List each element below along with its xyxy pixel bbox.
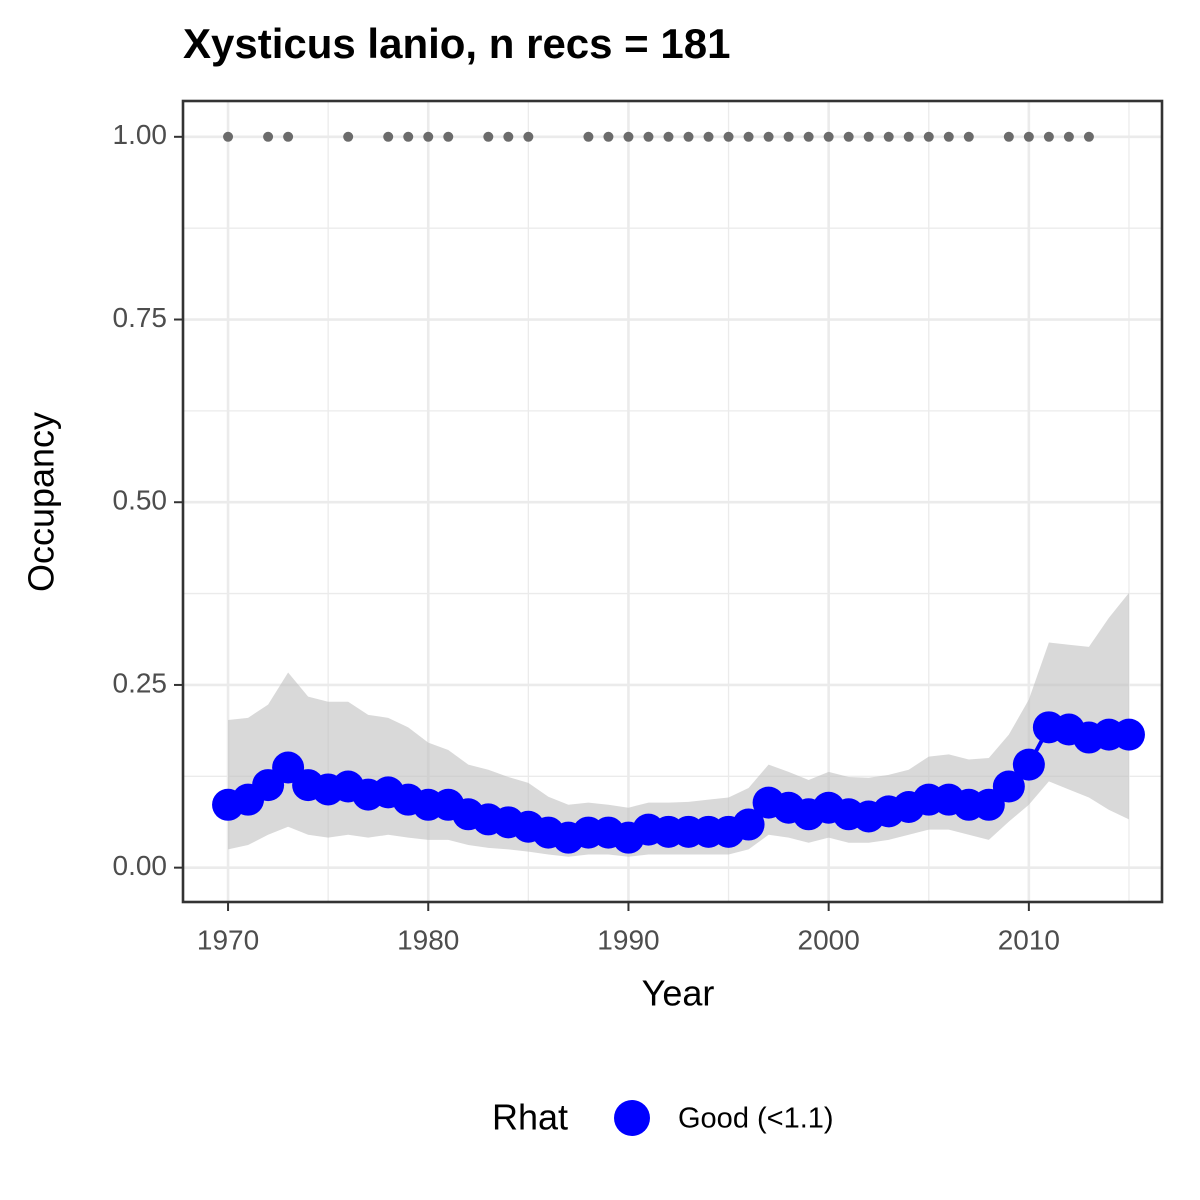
record-point bbox=[923, 131, 934, 142]
record-point bbox=[283, 131, 294, 142]
x-tick-label: 1990 bbox=[597, 924, 659, 955]
x-tick-label: 1980 bbox=[397, 924, 459, 955]
record-point bbox=[1003, 131, 1014, 142]
y-tick-label: 0.50 bbox=[113, 485, 168, 516]
record-point bbox=[443, 131, 454, 142]
record-point bbox=[383, 131, 394, 142]
record-point bbox=[823, 131, 834, 142]
point bbox=[732, 808, 765, 841]
plot-border bbox=[181, 99, 1164, 904]
record-point bbox=[663, 131, 674, 142]
y-tick-label: 0.75 bbox=[113, 302, 168, 333]
record-point bbox=[763, 131, 774, 142]
chart-title: Xysticus lanio, n recs = 181 bbox=[183, 20, 730, 67]
record-point bbox=[1083, 131, 1094, 142]
record-point bbox=[263, 131, 274, 142]
y-axis-title: Occupancy bbox=[21, 412, 62, 592]
record-point bbox=[643, 131, 654, 142]
record-point bbox=[883, 131, 894, 142]
record-point bbox=[483, 131, 494, 142]
record-point bbox=[343, 131, 354, 142]
record-point bbox=[723, 131, 734, 142]
record-point bbox=[683, 131, 694, 142]
record-point bbox=[523, 131, 534, 142]
record-point bbox=[943, 131, 954, 142]
record-point bbox=[623, 131, 634, 142]
record-point bbox=[503, 131, 514, 142]
record-point bbox=[843, 131, 854, 142]
point bbox=[1112, 718, 1145, 751]
x-tick-label: 1970 bbox=[197, 924, 259, 955]
record-point bbox=[1043, 131, 1054, 142]
x-axis-title: Year bbox=[642, 973, 715, 1014]
record-point bbox=[903, 131, 914, 142]
legend-title: Rhat bbox=[492, 1097, 568, 1138]
x-tick-label: 2010 bbox=[998, 924, 1060, 955]
y-tick-label: 1.00 bbox=[113, 119, 168, 150]
record-point bbox=[1023, 131, 1034, 142]
point bbox=[1012, 748, 1045, 781]
record-point bbox=[963, 131, 974, 142]
record-point bbox=[423, 131, 434, 142]
record-point bbox=[403, 131, 414, 142]
record-point bbox=[783, 131, 794, 142]
record-point bbox=[743, 131, 754, 142]
legend-marker bbox=[614, 1100, 650, 1136]
record-point bbox=[223, 131, 234, 142]
record-point bbox=[703, 131, 714, 142]
record-point bbox=[1063, 131, 1074, 142]
y-tick-label: 0.25 bbox=[113, 667, 168, 698]
record-point bbox=[803, 131, 814, 142]
legend-label: Good (<1.1) bbox=[678, 1103, 834, 1135]
y-tick-label: 0.00 bbox=[113, 850, 168, 881]
record-point bbox=[583, 131, 594, 142]
record-point bbox=[863, 131, 874, 142]
record-point bbox=[603, 131, 614, 142]
point bbox=[992, 770, 1025, 803]
x-tick-label: 2000 bbox=[798, 924, 860, 955]
